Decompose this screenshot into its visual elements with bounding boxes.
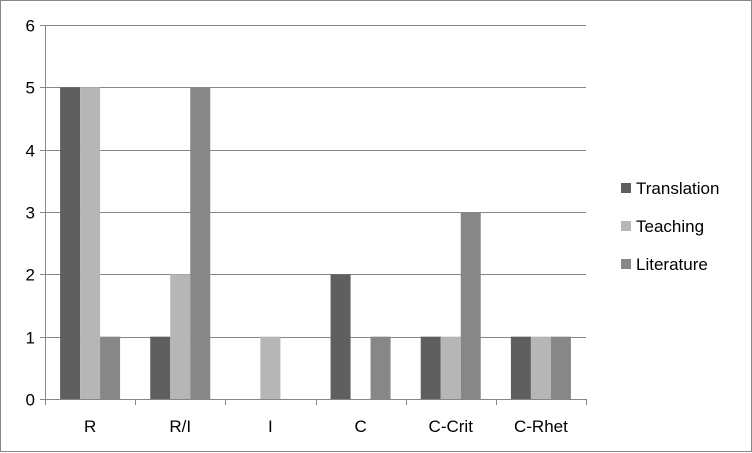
bar-teaching-r-i <box>170 274 191 399</box>
legend: Translation Teaching Literature <box>621 179 719 274</box>
y-tick-label: 5 <box>26 79 35 98</box>
y-tick-label: 4 <box>26 142 35 161</box>
bar-translation-c-crit <box>420 336 441 399</box>
legend-swatch-translation <box>621 183 631 193</box>
bar-literature-r-i <box>190 87 211 399</box>
x-category-label: R/I <box>169 417 191 436</box>
bar-translation-r-i <box>150 336 171 399</box>
bar-literature-r <box>100 336 121 399</box>
y-tick-label: 0 <box>26 391 35 410</box>
y-tick-label: 1 <box>26 329 35 348</box>
x-category-label: C-Rhet <box>514 417 568 436</box>
y-tick-label: 6 <box>26 17 35 36</box>
x-category-label: R <box>84 417 96 436</box>
bar-teaching-c-crit <box>440 336 461 399</box>
legend-swatch-teaching <box>621 221 631 231</box>
bar-teaching-c-rhet <box>530 336 551 399</box>
bar-teaching-i <box>260 336 281 399</box>
legend-swatch-literature <box>621 259 631 269</box>
x-category-label: I <box>268 417 273 436</box>
bar-translation-c-rhet <box>510 336 531 399</box>
gridlines <box>45 25 586 338</box>
axes: 0 1 2 3 4 5 6 R R/I I C C-Crit C-Rhet <box>26 17 587 436</box>
bars <box>60 87 571 399</box>
bar-literature-c-rhet <box>550 336 571 399</box>
bar-translation-r <box>60 87 81 399</box>
legend-label-translation: Translation <box>636 179 719 198</box>
x-category-label: C <box>354 417 366 436</box>
bar-teaching-r <box>80 87 101 399</box>
legend-label-teaching: Teaching <box>636 217 704 236</box>
bar-literature-c-crit <box>460 212 481 399</box>
y-tick-label: 3 <box>26 204 35 223</box>
bar-translation-c <box>330 274 351 399</box>
x-category-label: C-Crit <box>429 417 474 436</box>
bar-literature-c <box>370 336 391 399</box>
y-tick-label: 2 <box>26 266 35 285</box>
legend-label-literature: Literature <box>636 255 708 274</box>
